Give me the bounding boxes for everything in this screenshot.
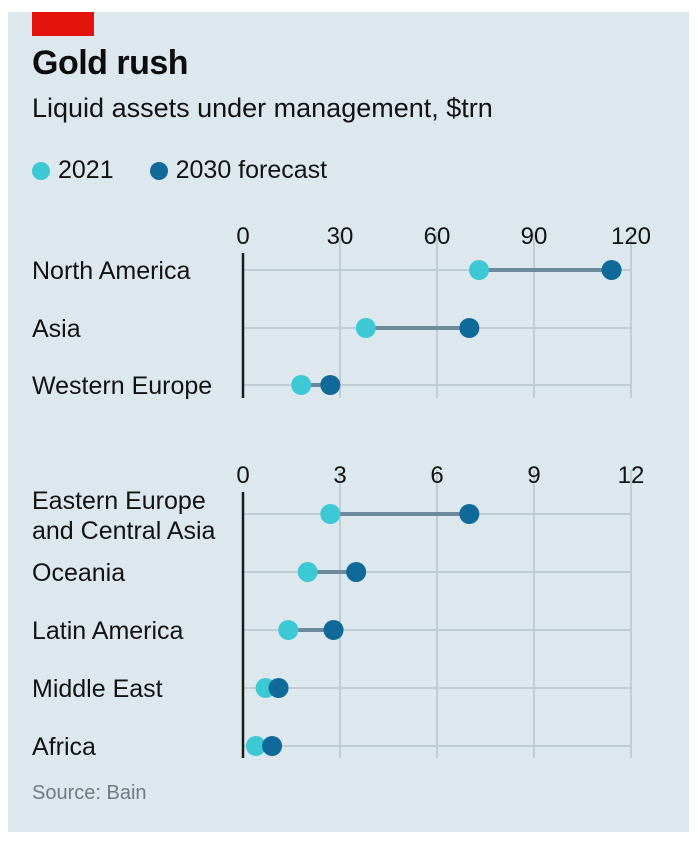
point-2021 [469, 260, 490, 280]
point-2030 [323, 620, 344, 640]
point-2021 [245, 736, 266, 756]
x-tick-label: 120 [611, 223, 651, 250]
legend-dot-2021 [32, 161, 50, 180]
x-tick-label: 3 [333, 462, 346, 489]
point-2021 [355, 318, 376, 338]
point-2030 [320, 375, 341, 395]
x-tick-label: 9 [527, 462, 540, 489]
category-label: and Central Asia [32, 517, 216, 545]
x-tick-label: 30 [327, 223, 354, 250]
point-2030 [459, 504, 480, 524]
x-tick-label: 60 [424, 223, 451, 250]
legend-label-2021: 2021 [58, 156, 114, 184]
chart-subtitle: Liquid assets under management, $trn [32, 93, 493, 123]
x-tick-label: 90 [521, 223, 548, 250]
x-tick-label: 6 [430, 462, 443, 489]
point-2030 [459, 318, 480, 338]
legend-label-2030: 2030 forecast [175, 156, 328, 184]
brand-accent-bar [32, 12, 94, 36]
point-2021 [291, 375, 312, 395]
category-label: Oceania [32, 559, 125, 587]
x-tick-label: 0 [236, 462, 249, 489]
legend-dot-2030 [149, 161, 168, 180]
point-2021 [320, 504, 341, 524]
x-tick-label: 12 [618, 462, 645, 489]
category-label: Western Europe [32, 372, 212, 400]
legend-item-2021: 2021 [32, 156, 114, 185]
point-2021 [297, 562, 318, 582]
point-2030 [268, 678, 289, 698]
chart-title: Gold rush [32, 44, 189, 82]
chart-card [8, 12, 689, 832]
source-note: Source: Bain [32, 782, 147, 804]
category-label: Africa [32, 733, 96, 761]
point-2021 [278, 620, 299, 640]
point-2030 [262, 736, 283, 756]
category-label: Asia [32, 315, 81, 343]
point-2030 [346, 562, 367, 582]
category-label: Middle East [32, 675, 163, 703]
category-label: North America [32, 257, 190, 285]
legend-item-2030: 2030 forecast [149, 156, 328, 185]
x-tick-label: 0 [236, 223, 249, 250]
point-2030 [601, 260, 622, 280]
category-label: Eastern Europe [32, 487, 206, 515]
category-label: Latin America [32, 617, 184, 645]
legend: 2021 2030 forecast [32, 156, 363, 185]
